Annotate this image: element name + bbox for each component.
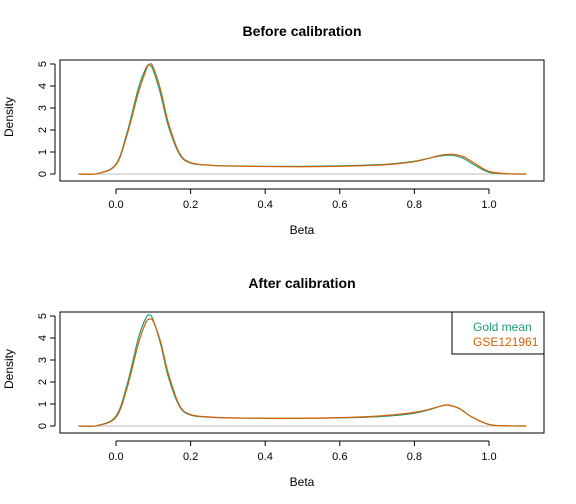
x-tick-label: 0.0 bbox=[108, 199, 123, 211]
plot-frame bbox=[59, 59, 545, 182]
x-tick-label: 0.8 bbox=[407, 451, 422, 463]
plot-area bbox=[78, 63, 527, 176]
y-axis: 0 1 2 3 4 5 bbox=[37, 61, 56, 177]
panel-after-calibration: After calibration 0.0 0.2 0.4 0.6 0.8 1.0 0 1 2… bbox=[2, 275, 545, 489]
plot-area bbox=[78, 314, 527, 428]
y-tick-label: 0 bbox=[37, 423, 49, 429]
y-tick-label: 3 bbox=[37, 105, 49, 111]
x-tick-label: 0.4 bbox=[258, 451, 273, 463]
y-axis-label: Density bbox=[2, 97, 16, 137]
legend-box bbox=[451, 311, 545, 355]
x-tick-label: 0.2 bbox=[183, 199, 198, 211]
chart-title: Before calibration bbox=[242, 23, 361, 39]
x-tick-label: 0.4 bbox=[258, 199, 273, 211]
series-line-density-1 bbox=[78, 64, 527, 176]
x-axis-label: Beta bbox=[290, 475, 315, 489]
x-tick-label: 0.6 bbox=[332, 199, 347, 211]
legend: Gold mean GSE121961 bbox=[451, 311, 545, 355]
y-tick-label: 5 bbox=[37, 313, 49, 319]
x-axis: 0.0 0.2 0.4 0.6 0.8 1.0 bbox=[108, 188, 497, 211]
chart-title: After calibration bbox=[248, 275, 355, 291]
series-line-density-2 bbox=[78, 63, 527, 175]
y-axis-label: Density bbox=[2, 349, 16, 389]
y-tick-label: 4 bbox=[37, 83, 49, 89]
x-tick-label: 1.0 bbox=[481, 451, 496, 463]
y-tick-label: 5 bbox=[37, 61, 49, 67]
plot-frame bbox=[59, 311, 545, 434]
series-line-gse121961 bbox=[78, 318, 527, 427]
x-tick-label: 0.8 bbox=[407, 199, 422, 211]
panel-before-calibration: Before calibration 0.0 0.2 0.4 0.6 0.8 1.0 0 1… bbox=[2, 23, 545, 237]
legend-entry-gold-mean: Gold mean bbox=[473, 320, 532, 334]
x-tick-label: 1.0 bbox=[481, 199, 496, 211]
y-tick-label: 4 bbox=[37, 335, 49, 341]
y-tick-label: 0 bbox=[37, 171, 49, 177]
y-axis: 0 1 2 3 4 5 bbox=[37, 313, 56, 429]
y-tick-label: 2 bbox=[37, 379, 49, 385]
x-tick-label: 0.2 bbox=[183, 451, 198, 463]
y-tick-label: 1 bbox=[37, 149, 49, 155]
y-tick-label: 1 bbox=[37, 401, 49, 407]
x-tick-label: 0.0 bbox=[108, 451, 123, 463]
legend-entry-gse121961: GSE121961 bbox=[473, 335, 539, 349]
x-axis-label: Beta bbox=[290, 223, 315, 237]
y-tick-label: 3 bbox=[37, 357, 49, 363]
x-axis: 0.0 0.2 0.4 0.6 0.8 1.0 bbox=[108, 440, 497, 463]
y-tick-label: 2 bbox=[37, 127, 49, 133]
x-tick-label: 0.6 bbox=[332, 451, 347, 463]
